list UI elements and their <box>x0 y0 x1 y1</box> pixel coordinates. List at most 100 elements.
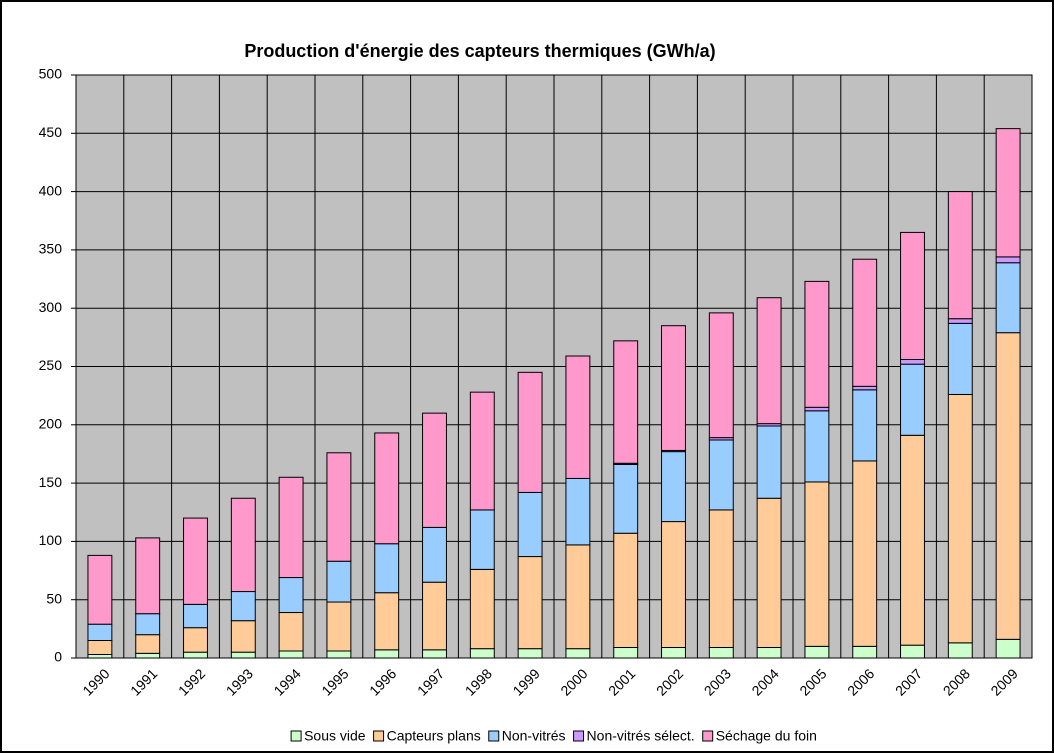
bar-segment <box>804 280 830 408</box>
bar-segment <box>183 603 208 629</box>
y-tick-label: 250 <box>39 357 63 373</box>
bar-segment <box>326 452 352 562</box>
y-tick-label: 0 <box>54 649 62 665</box>
bar-segment <box>995 256 1021 264</box>
plot-border <box>75 74 1033 659</box>
bar-segment <box>326 650 352 659</box>
chart-title: Production d'énergie des capteurs thermi… <box>244 41 715 61</box>
legend-label: Non-vitrés sélect. <box>587 728 695 744</box>
bar-segment <box>756 297 782 425</box>
bar-segment <box>87 623 113 642</box>
bar-segment <box>995 638 1021 659</box>
bar-segment <box>756 497 782 649</box>
bar-segment <box>278 577 304 614</box>
bar-segment <box>613 463 639 534</box>
bar-segment <box>947 322 973 395</box>
bar-segment <box>422 412 447 528</box>
bar-segment <box>995 332 1021 640</box>
bar-segment <box>661 647 686 659</box>
bar-segment <box>422 649 447 659</box>
bar-segment <box>517 491 543 558</box>
bar-segment <box>900 359 925 365</box>
bar-segment <box>278 612 304 652</box>
bar-segment <box>804 410 830 483</box>
y-tick-label: 350 <box>39 241 63 257</box>
bar-segment <box>230 620 256 653</box>
bar-segment <box>900 434 925 646</box>
bar-segment <box>278 650 304 659</box>
bar-segment <box>947 642 973 659</box>
y-tick-label: 200 <box>39 416 63 432</box>
bar-segment <box>422 526 447 583</box>
bar-segment <box>852 258 878 387</box>
y-tick-label: 50 <box>46 590 62 606</box>
bar-segment <box>374 543 400 594</box>
bar-segment <box>661 451 686 523</box>
bar-segment <box>87 554 113 625</box>
legend-label: Capteurs plans <box>387 728 481 744</box>
bar-segment <box>756 647 782 659</box>
bar-segment <box>852 460 878 647</box>
bar-segment <box>87 654 113 659</box>
bar-segment <box>135 613 161 636</box>
bar-segment <box>135 634 161 654</box>
bar-segment <box>517 648 543 659</box>
bar-segment <box>804 645 830 659</box>
bar-segment <box>900 644 925 659</box>
bar-segment <box>708 647 734 659</box>
bar-segment <box>804 406 830 412</box>
y-tick-label: 400 <box>39 182 63 198</box>
bar-segment <box>852 385 878 391</box>
legend-swatch <box>373 730 385 742</box>
bar-segment <box>565 544 591 650</box>
bar-segment <box>422 581 447 651</box>
bar-segment <box>374 649 400 659</box>
y-tick-label: 300 <box>39 299 63 315</box>
bar-segment <box>135 537 161 615</box>
bar-segment <box>852 645 878 659</box>
bar-segment <box>565 648 591 659</box>
bar-segment <box>947 191 973 320</box>
bar-segment <box>183 517 208 605</box>
legend: Sous vide Capteurs plans Non-vitrés Non-vit… <box>290 728 817 744</box>
bar-segment <box>517 556 543 650</box>
bar-segment <box>469 568 495 650</box>
bar-segment <box>995 128 1021 258</box>
bar-segment <box>135 652 161 659</box>
bar-segment <box>469 509 495 570</box>
bar-segment <box>469 648 495 659</box>
bar-segment <box>183 651 208 659</box>
bar-segment <box>756 425 782 499</box>
bar-segment <box>183 627 208 653</box>
y-tick-label: 150 <box>39 474 63 490</box>
bar-segment <box>852 389 878 462</box>
bar-segment <box>613 532 639 649</box>
bar-segment <box>230 651 256 659</box>
bar-segment <box>900 363 925 436</box>
legend-label: Séchage du foin <box>716 728 817 744</box>
legend-swatch <box>702 730 714 742</box>
y-tick-label: 450 <box>39 124 63 140</box>
legend-label: Non-vitrés <box>502 728 566 744</box>
y-tick-label: 100 <box>39 532 63 548</box>
bar-segment <box>995 262 1021 334</box>
bar-segment <box>708 439 734 511</box>
bar-segment <box>87 640 113 656</box>
bar-segment <box>278 476 304 579</box>
bar-segment <box>804 481 830 647</box>
bar-segment <box>230 591 256 622</box>
bar-segment <box>900 231 925 361</box>
bar-segment <box>565 355 591 479</box>
bar-segment <box>661 521 686 649</box>
legend-swatch <box>573 730 585 742</box>
y-tick-label: 500 <box>39 66 63 82</box>
bar-segment <box>947 393 973 644</box>
bar-segment <box>708 509 734 649</box>
bar-segment <box>374 592 400 651</box>
bar-segment <box>947 318 973 324</box>
bar-segment <box>326 601 352 652</box>
bar-segment <box>661 325 686 451</box>
legend-swatch <box>488 730 500 742</box>
